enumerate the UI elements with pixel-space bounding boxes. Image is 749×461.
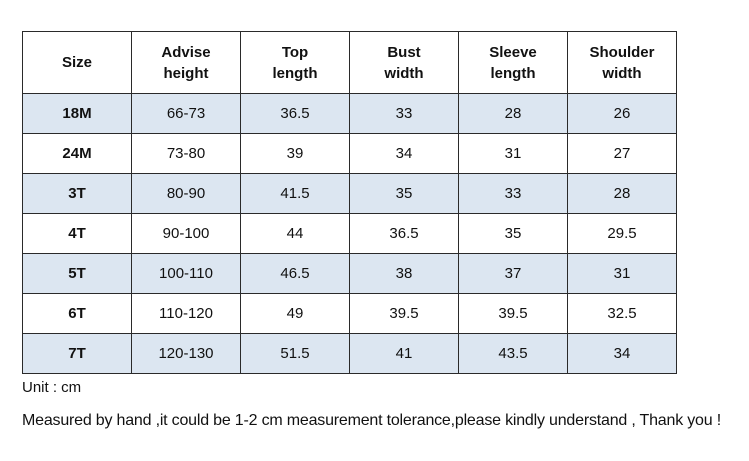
header-text: Advise height [161, 43, 211, 82]
size-cell: 3T [22, 173, 132, 214]
value-cell: 44 [240, 213, 350, 254]
value-cell: 35 [349, 173, 459, 214]
value-cell: 36.5 [349, 213, 459, 254]
value-cell: 26 [567, 93, 677, 134]
value-cell: 80-90 [131, 173, 241, 214]
value-cell: 66-73 [131, 93, 241, 134]
header-text: Sleeve length [489, 43, 537, 82]
value-cell: 28 [458, 93, 568, 134]
size-cell: 24M [22, 133, 132, 174]
value-cell: 41 [349, 333, 459, 374]
value-cell: 28 [567, 173, 677, 214]
header-text: Top length [272, 43, 318, 82]
header-text: Bust width [384, 43, 424, 82]
value-cell: 73-80 [131, 133, 241, 174]
value-cell: 90-100 [131, 213, 241, 254]
body-row: 18M 66-73 36.5 33 28 26 [22, 93, 677, 134]
value-cell: 39.5 [458, 293, 568, 334]
value-cell: 51.5 [240, 333, 350, 374]
body-row: 3T 80-90 41.5 35 33 28 [22, 173, 677, 214]
value-cell: 43.5 [458, 333, 568, 374]
size-cell: 7T [22, 333, 132, 374]
remark-note: Measured by hand ,it could be 1-2 cm mea… [22, 412, 721, 429]
header-cell: Bust width [349, 31, 459, 94]
value-cell: 110-120 [131, 293, 241, 334]
size-cell: 4T [22, 213, 132, 254]
value-cell: 35 [458, 213, 568, 254]
value-cell: 29.5 [567, 213, 677, 254]
body-row: 5T 100-110 46.5 38 37 31 [22, 253, 677, 294]
size-cell: 6T [22, 293, 132, 334]
header-cell: Shoulder width [567, 31, 677, 94]
value-cell: 32.5 [567, 293, 677, 334]
value-cell: 34 [349, 133, 459, 174]
value-cell: 37 [458, 253, 568, 294]
value-cell: 38 [349, 253, 459, 294]
value-cell: 39.5 [349, 293, 459, 334]
value-cell: 120-130 [131, 333, 241, 374]
value-cell: 27 [567, 133, 677, 174]
value-cell: 31 [458, 133, 568, 174]
body-row: 6T 110-120 49 39.5 39.5 32.5 [22, 293, 677, 334]
header-cell: Size [22, 31, 132, 94]
value-cell: 33 [349, 93, 459, 134]
value-cell: 49 [240, 293, 350, 334]
value-cell: 39 [240, 133, 350, 174]
header-cell: Top length [240, 31, 350, 94]
size-cell: 5T [22, 253, 132, 294]
value-cell: 34 [567, 333, 677, 374]
value-cell: 46.5 [240, 253, 350, 294]
header-text: Shoulder width [589, 43, 655, 82]
size-table: Size Advise height Top length Bust width Sle… [22, 31, 677, 374]
header-text: Size [61, 54, 92, 71]
size-cell: 18M [22, 93, 132, 134]
body-row: 24M 73-80 39 34 31 27 [22, 133, 677, 174]
header-row: Size Advise height Top length Bust width Sle… [22, 31, 677, 94]
value-cell: 36.5 [240, 93, 350, 134]
value-cell: 100-110 [131, 253, 241, 294]
unit-note: Unit : cm [22, 379, 82, 396]
value-cell: 33 [458, 173, 568, 214]
value-cell: 31 [567, 253, 677, 294]
value-cell: 41.5 [240, 173, 350, 214]
body-row: 4T 90-100 44 36.5 35 29.5 [22, 213, 677, 254]
body-row: 7T 120-130 51.5 41 43.5 34 [22, 333, 677, 374]
header-cell: Sleeve length [458, 31, 568, 94]
header-cell: Advise height [131, 31, 241, 94]
